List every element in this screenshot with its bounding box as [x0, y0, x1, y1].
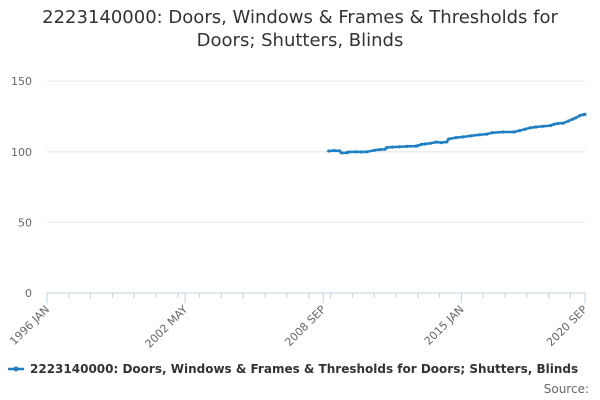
data-point	[534, 125, 538, 129]
data-point	[428, 141, 433, 145]
x-tick-label: 2020 SEP	[544, 303, 590, 349]
data-point	[416, 144, 420, 148]
data-point	[556, 121, 560, 126]
data-point	[523, 127, 527, 131]
data-point	[339, 151, 343, 155]
data-point	[567, 119, 571, 123]
data-point	[570, 117, 574, 121]
data-point	[528, 126, 533, 130]
legend-series-marker	[8, 366, 24, 372]
data-point	[332, 149, 336, 153]
legend-series-label: 2223140000: Doors, Windows & Frames & Th…	[30, 362, 579, 376]
data-point	[577, 114, 582, 118]
data-point	[485, 132, 489, 136]
data-point	[398, 145, 402, 149]
x-tick-label: 2002 MAY	[143, 303, 191, 351]
data-point	[512, 130, 516, 134]
data-point	[378, 148, 382, 152]
data-point	[423, 142, 427, 146]
data-point	[365, 150, 369, 154]
data-point	[445, 140, 449, 144]
data-point	[548, 124, 553, 128]
data-point	[501, 130, 505, 134]
x-tick-label: 2008 SEP	[282, 303, 328, 349]
data-point	[561, 121, 565, 125]
x-tick-label: 1996 JAN	[7, 303, 52, 348]
data-point	[583, 112, 587, 116]
series-line-0	[328, 113, 586, 155]
data-point	[439, 141, 443, 145]
data-point	[468, 134, 473, 138]
y-tick-label: 150	[11, 75, 32, 88]
y-tick-label: 100	[11, 146, 32, 159]
source-label: Source:	[543, 382, 589, 396]
data-point	[541, 124, 545, 128]
data-point	[478, 133, 482, 137]
data-point	[385, 145, 389, 150]
data-point	[518, 129, 522, 133]
data-point	[390, 145, 394, 149]
data-point	[490, 131, 494, 135]
data-point	[419, 142, 423, 146]
data-point	[405, 144, 409, 148]
data-point	[454, 136, 458, 140]
data-point	[354, 150, 358, 154]
data-point	[359, 150, 363, 154]
legend[interactable]: 2223140000: Doors, Windows & Frames & Th…	[8, 362, 592, 376]
data-point	[447, 137, 451, 141]
data-point	[347, 150, 351, 154]
data-point	[461, 135, 465, 139]
data-point	[552, 122, 556, 126]
data-point	[574, 116, 578, 120]
data-point	[327, 149, 331, 153]
x-tick-label: 2015 JAN	[422, 303, 467, 348]
data-point	[434, 140, 438, 144]
y-tick-label: 50	[18, 216, 32, 229]
y-tick-label: 0	[25, 287, 32, 300]
data-point	[372, 148, 376, 152]
chart-title: 2223140000: Doors, Windows & Frames & Th…	[42, 7, 558, 51]
